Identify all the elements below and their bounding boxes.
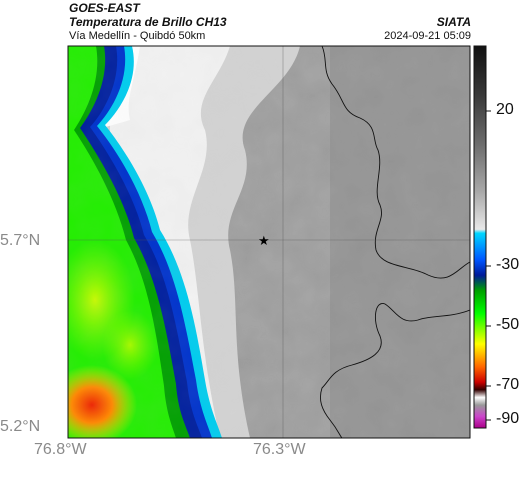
product-title: Temperatura de Brillo CH13 (69, 15, 227, 29)
colorbar-label: 20 (496, 101, 514, 118)
border-line (319, 303, 470, 438)
border-line (321, 46, 470, 279)
map-frame (67, 45, 471, 439)
colorbar (473, 45, 487, 429)
lat-label-2: 5.2°N (0, 418, 41, 435)
imagery-layer (68, 46, 470, 438)
satellite-title: GOES-EAST (69, 1, 140, 15)
lon-label-2: 76.3°W (253, 441, 306, 458)
location-subtitle: Vía Medellín - Quibdó 50km (69, 30, 206, 42)
lon-label-1: 76.8°W (34, 441, 87, 458)
agency-label: SIATA (436, 15, 471, 29)
star-icon: ★ (258, 234, 270, 249)
colorbar-label: -50 (496, 316, 520, 333)
colorbar-label: -30 (496, 256, 520, 273)
colorbar-label: -90 (496, 410, 520, 427)
lat-label-1: 5.7°N (0, 232, 41, 249)
colorbar-label: -70 (496, 376, 520, 393)
datetime-label: 2024-09-21 05:09 (384, 30, 471, 42)
colorbar-ticks (486, 110, 491, 421)
